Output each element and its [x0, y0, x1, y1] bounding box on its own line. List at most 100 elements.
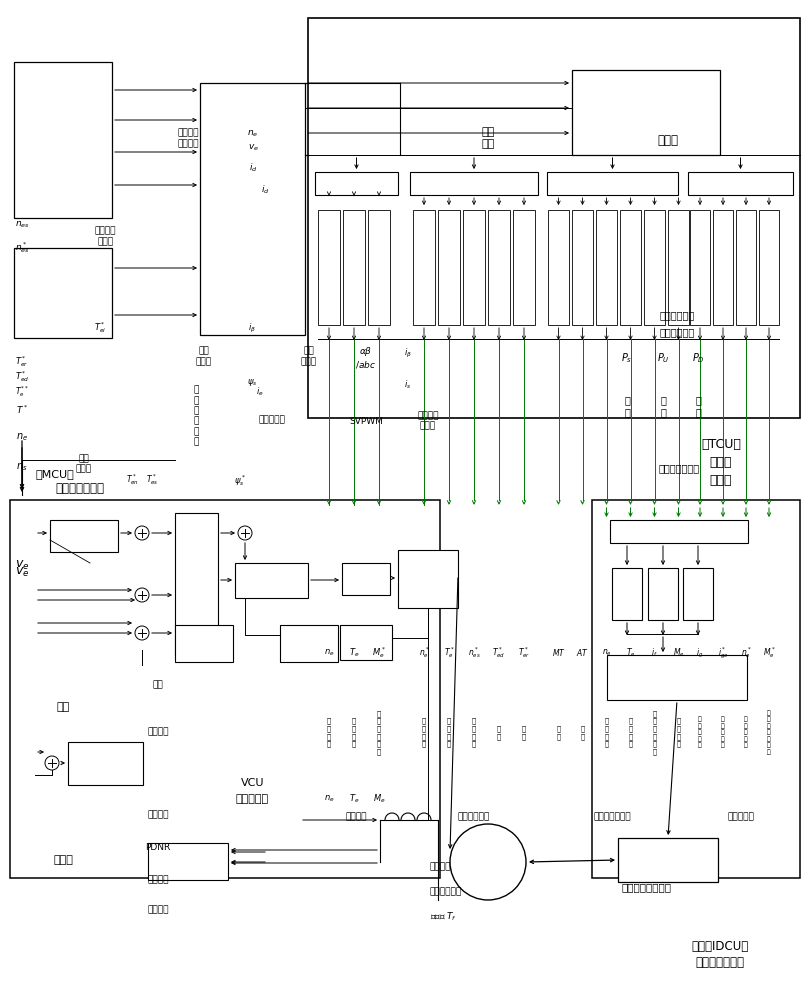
FancyBboxPatch shape	[50, 520, 118, 552]
Text: $M_e$: $M_e$	[672, 647, 684, 659]
Text: $T_{en}^*$: $T_{en}^*$	[126, 473, 139, 487]
Text: 车辆行驶状态: 车辆行驶状态	[430, 888, 462, 896]
Text: $T_{ei}^*$: $T_{ei}^*$	[94, 321, 106, 335]
Text: 变速器信息: 变速器信息	[727, 812, 754, 821]
Text: 车辆状态: 车辆状态	[148, 810, 169, 820]
Text: 磁链
观测器: 磁链 观测器	[301, 347, 317, 366]
Text: 电
机
转
矩: 电 机 转 矩	[352, 718, 356, 747]
Text: $M_e^*$: $M_e^*$	[762, 646, 775, 660]
FancyBboxPatch shape	[572, 210, 593, 325]
Text: $MT$: $MT$	[551, 648, 565, 658]
Text: 整车: 整车	[57, 702, 70, 712]
Text: 电
机
工
作
模
式: 电 机 工 作 模 式	[194, 385, 200, 446]
Text: $T_e$: $T_e$	[625, 647, 635, 659]
FancyBboxPatch shape	[410, 172, 538, 195]
FancyBboxPatch shape	[592, 500, 800, 878]
Text: 加速踏板: 加速踏板	[148, 906, 169, 914]
Text: 系统（IDCU）: 系统（IDCU）	[691, 940, 749, 952]
Text: 电
机
转
矩: 电 机 转 矩	[629, 718, 633, 747]
Text: $i_e$: $i_e$	[256, 386, 264, 398]
Text: 目
标
调
速
值: 目 标 调 速 值	[744, 717, 748, 748]
FancyBboxPatch shape	[342, 563, 390, 595]
Text: $n_e^*$: $n_e^*$	[740, 646, 752, 660]
FancyBboxPatch shape	[548, 210, 569, 325]
FancyBboxPatch shape	[14, 248, 112, 338]
Text: 挂
挡: 挂 挡	[695, 395, 701, 417]
Text: SVPWM: SVPWM	[349, 416, 383, 426]
Text: 电机工作模式: 电机工作模式	[458, 812, 490, 821]
Text: $AT$: $AT$	[576, 648, 589, 658]
Text: 电机信息: 电机信息	[345, 812, 367, 821]
FancyBboxPatch shape	[513, 210, 535, 325]
Text: 驱动电机
控制器: 驱动电机 控制器	[417, 411, 439, 431]
FancyBboxPatch shape	[343, 210, 365, 325]
Text: $\psi_s^*$: $\psi_s^*$	[234, 474, 246, 488]
FancyBboxPatch shape	[368, 210, 390, 325]
Text: $M_e$: $M_e$	[373, 793, 385, 805]
FancyBboxPatch shape	[688, 172, 793, 195]
FancyBboxPatch shape	[14, 62, 112, 218]
Text: $T_e^{**}$: $T_e^{**}$	[15, 385, 29, 399]
Text: 加
载: 加 载	[521, 725, 526, 740]
Text: $i_s$: $i_s$	[405, 379, 412, 391]
Text: 转矩调节器: 转矩调节器	[258, 415, 285, 424]
Text: $T_{ed}^*$: $T_{ed}^*$	[492, 646, 506, 660]
Text: $i_d$: $i_d$	[249, 162, 257, 174]
FancyBboxPatch shape	[68, 742, 143, 785]
Text: $n_e$: $n_e$	[247, 129, 259, 139]
Text: 主
动
同
步: 主 动 同 步	[472, 718, 476, 747]
Text: VCU: VCU	[241, 778, 264, 788]
FancyBboxPatch shape	[612, 568, 642, 620]
Text: 车辆状态: 车辆状态	[148, 728, 169, 736]
Text: 保护状态: 保护状态	[430, 862, 452, 871]
FancyBboxPatch shape	[618, 838, 718, 882]
FancyBboxPatch shape	[713, 210, 733, 325]
FancyBboxPatch shape	[596, 210, 617, 325]
Text: $T_{ed}^*$: $T_{ed}^*$	[15, 370, 29, 384]
Text: 转
速
控
制: 转 速 控 制	[422, 718, 426, 747]
Text: 工况: 工况	[152, 680, 163, 690]
FancyBboxPatch shape	[175, 513, 218, 655]
FancyBboxPatch shape	[690, 210, 710, 325]
FancyBboxPatch shape	[148, 843, 228, 880]
Text: 电
机
转
速: 电 机 转 速	[604, 718, 608, 747]
Text: $i_g$: $i_g$	[697, 646, 704, 660]
Text: 同步转速
调节器: 同步转速 调节器	[95, 227, 116, 246]
Text: 动力系统指令协调: 动力系统指令协调	[621, 882, 671, 892]
FancyBboxPatch shape	[200, 83, 305, 335]
FancyBboxPatch shape	[235, 563, 308, 598]
FancyBboxPatch shape	[736, 210, 756, 325]
Text: 变速器: 变速器	[710, 474, 732, 487]
Text: 自
动: 自 动	[581, 725, 585, 740]
Text: $n_{es}$: $n_{es}$	[15, 220, 29, 230]
Text: $M_e^*$: $M_e^*$	[372, 646, 386, 660]
Text: PDNR: PDNR	[145, 844, 170, 852]
Text: $i_{ge}^*$: $i_{ge}^*$	[718, 645, 728, 661]
FancyBboxPatch shape	[10, 500, 440, 878]
Text: 摘
挡: 摘 挡	[660, 395, 666, 417]
Text: $i_f$: $i_f$	[651, 647, 658, 659]
Text: $T_{er}^*$: $T_{er}^*$	[15, 355, 28, 369]
Text: $n_s$: $n_s$	[16, 461, 28, 473]
Text: 换挡操纵机构: 换挡操纵机构	[659, 310, 695, 320]
FancyBboxPatch shape	[175, 625, 233, 662]
Text: $n_e$: $n_e$	[16, 431, 28, 443]
Text: $n_{es}^*$: $n_{es}^*$	[468, 646, 480, 660]
Text: $i_d$: $i_d$	[260, 184, 269, 196]
Text: $n_e^*$: $n_e^*$	[418, 646, 429, 660]
Text: $T_e$: $T_e$	[349, 647, 359, 659]
FancyBboxPatch shape	[668, 210, 689, 325]
Text: 转矩
观测器: 转矩 观测器	[196, 347, 212, 366]
Text: $n_e$: $n_e$	[324, 648, 334, 658]
Text: $T_{es}^*$: $T_{es}^*$	[146, 473, 158, 487]
FancyBboxPatch shape	[398, 550, 458, 608]
Text: $v_e$: $v_e$	[15, 565, 29, 579]
Text: $\psi_s$: $\psi_s$	[247, 376, 257, 387]
FancyBboxPatch shape	[340, 625, 392, 660]
FancyBboxPatch shape	[318, 210, 340, 325]
Text: 电
机
转
速: 电 机 转 速	[327, 718, 331, 747]
FancyBboxPatch shape	[280, 625, 338, 662]
Text: $i_β$: $i_β$	[248, 321, 256, 335]
FancyBboxPatch shape	[547, 172, 678, 195]
Text: $v_e$: $v_e$	[247, 143, 259, 153]
